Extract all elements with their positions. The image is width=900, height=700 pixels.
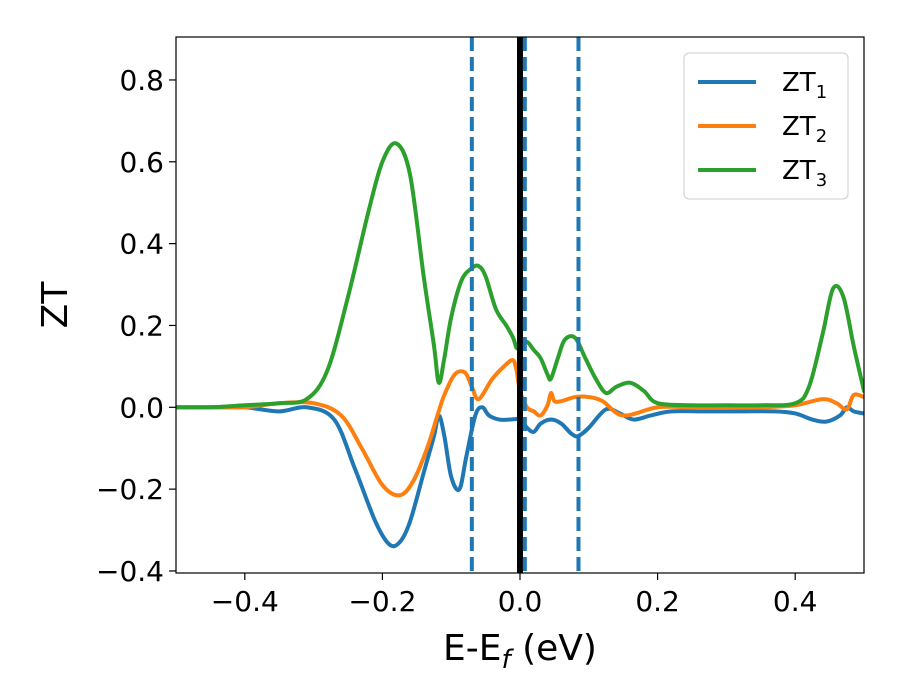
x-tick-label: 0.0 [498,585,543,618]
legend-label-zt3: ZT3 [782,156,827,191]
y-tick-label: 0.8 [119,64,164,97]
y-tick-label: −0.2 [96,473,164,506]
y-tick-label: 0.2 [119,309,164,342]
y-axis-label: ZT [35,281,76,329]
legend-label-zt2: ZT2 [782,112,827,147]
y-tick-label: 0.0 [119,391,164,424]
y-tick-label: 0.4 [119,228,164,261]
x-tick-label: −0.2 [348,585,416,618]
x-tick-label: 0.4 [773,585,818,618]
legend: ZT1 ZT2 ZT3 [683,52,849,200]
y-tick-label: 0.6 [119,146,164,179]
y-axis-ticks: −0.4 −0.2 0.0 0.2 0.4 0.6 0.8 [96,64,176,588]
x-tick-label: −0.4 [211,585,279,618]
x-axis-label: E-Ef (eV) [443,628,597,675]
y-tick-label: −0.4 [96,555,164,588]
x-tick-label: 0.2 [635,585,680,618]
legend-box [683,52,849,200]
legend-label-zt1: ZT1 [782,68,827,103]
reference-lines-layer [469,37,581,573]
x-axis-ticks: −0.4 −0.2 0.0 0.2 0.4 [211,573,818,618]
